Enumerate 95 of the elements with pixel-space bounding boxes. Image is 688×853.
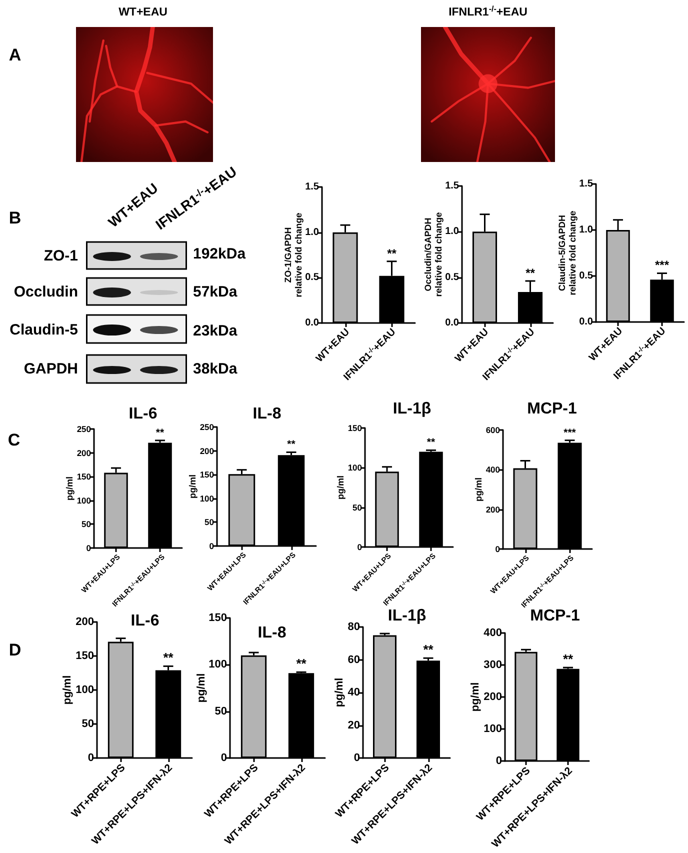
y-tick-label: 400 bbox=[486, 464, 500, 475]
y-axis-title: Occludin/GAPDH relative fold change bbox=[422, 212, 444, 297]
y-tick-label: 0 bbox=[495, 544, 500, 554]
y-tick-label: 100 bbox=[208, 658, 227, 671]
y-tick-label: 50 bbox=[82, 718, 94, 730]
y-tick-label: 200 bbox=[486, 504, 500, 514]
y-tick-label: 60 bbox=[348, 654, 360, 666]
y-tick-label: 0.5 bbox=[579, 270, 594, 282]
y-tick-label: 1.0 bbox=[445, 226, 460, 238]
y-tick-label: 1.0 bbox=[579, 224, 594, 236]
text: IFNLR1$^{-/-}$+EAU bbox=[448, 4, 528, 19]
y-tick-label: 20 bbox=[348, 719, 360, 732]
y-tick-label: 100 bbox=[484, 723, 502, 735]
annotation: ** bbox=[156, 426, 165, 439]
annotation: ** bbox=[562, 652, 574, 667]
text: D bbox=[8, 640, 22, 660]
text: A bbox=[8, 46, 22, 64]
y-axis-title: pg/ml bbox=[61, 675, 74, 705]
y-axis-title: pg/ml bbox=[64, 476, 75, 500]
y-tick-label: 50 bbox=[204, 517, 214, 528]
y-tick-label: 0 bbox=[88, 752, 94, 764]
y-tick-label: 400 bbox=[484, 627, 502, 639]
text: Claudin-5 bbox=[10, 322, 78, 338]
annotation: ** bbox=[163, 650, 174, 666]
y-tick-label: 250 bbox=[200, 422, 214, 432]
annotation: ** bbox=[426, 436, 436, 449]
y-tick-label: 300 bbox=[484, 659, 502, 671]
y-tick-label: 0.0 bbox=[445, 318, 460, 328]
y-tick-label: 100 bbox=[76, 495, 92, 506]
y-tick-label: 40 bbox=[348, 686, 360, 698]
y-tick-label: 150 bbox=[208, 612, 227, 624]
y-tick-label: 150 bbox=[200, 470, 214, 480]
y-tick-label: 250 bbox=[76, 424, 92, 434]
y-tick-label: 0.0 bbox=[305, 318, 320, 328]
annotation: ** bbox=[387, 246, 397, 260]
y-tick-label: 50 bbox=[82, 519, 92, 530]
text: 23kDa bbox=[193, 322, 238, 340]
y-tick-label: 150 bbox=[348, 423, 362, 433]
y-tick-label: 100 bbox=[200, 493, 214, 504]
y-tick-label: 0.5 bbox=[445, 272, 460, 283]
chart-title: IL-6 bbox=[128, 406, 158, 422]
y-tick-label: 0 bbox=[357, 542, 362, 552]
y-tick-label: 600 bbox=[486, 425, 500, 435]
chart-title: IL-1β bbox=[388, 608, 426, 624]
y-tick-label: 150 bbox=[76, 650, 94, 662]
y-tick-label: 100 bbox=[348, 462, 362, 473]
y-axis-title: pg/ml bbox=[469, 682, 482, 712]
annotation: *** bbox=[654, 258, 670, 272]
chart-title: MCP-1 bbox=[527, 400, 577, 418]
y-tick-label: 1.5 bbox=[305, 182, 320, 192]
y-tick-label: 0 bbox=[209, 541, 214, 551]
y-tick-label: 50 bbox=[352, 502, 362, 512]
text: 192kDa bbox=[193, 246, 246, 262]
text: B bbox=[8, 208, 22, 228]
annotation: ** bbox=[296, 656, 308, 672]
chart-title: IL-8 bbox=[258, 624, 286, 642]
text: Occludin bbox=[14, 284, 78, 300]
text: WT+EAU bbox=[118, 6, 168, 19]
chart-title: IL-1β bbox=[392, 400, 432, 418]
y-tick-label: 200 bbox=[76, 616, 94, 628]
text: ZO-1 bbox=[44, 248, 78, 264]
y-tick-label: 0 bbox=[496, 755, 502, 767]
y-tick-label: 0 bbox=[86, 543, 92, 553]
text: GAPDH bbox=[24, 360, 78, 378]
y-tick-label: 1.5 bbox=[579, 178, 594, 190]
y-tick-label: 80 bbox=[348, 621, 360, 633]
y-tick-label: 0 bbox=[354, 752, 360, 764]
y-axis-title: pg/ml bbox=[188, 474, 198, 498]
y-tick-label: 200 bbox=[484, 691, 502, 703]
annotation: ** bbox=[287, 438, 296, 451]
annotation: *** bbox=[564, 426, 577, 439]
y-axis-title: Claudin-5/GAPDH relative fold change bbox=[556, 210, 578, 296]
y-tick-label: 100 bbox=[76, 684, 94, 696]
text: 38kDa bbox=[193, 360, 238, 378]
y-tick-label: 0.0 bbox=[579, 316, 594, 328]
y-tick-label: 1.0 bbox=[305, 226, 320, 238]
y-axis-title: pg/ml bbox=[474, 478, 484, 502]
annotation: ** bbox=[423, 642, 434, 658]
y-axis-title: ZO-1/GAPDH relative fold change bbox=[282, 212, 304, 298]
annotation: ** bbox=[526, 266, 536, 280]
y-axis-title: pg/ml bbox=[195, 673, 208, 703]
y-axis-title: pg/ml bbox=[336, 476, 346, 500]
text: 57kDa bbox=[193, 284, 238, 300]
y-tick-label: 200 bbox=[200, 446, 214, 456]
y-tick-label: 50 bbox=[214, 705, 227, 718]
y-tick-label: 150 bbox=[76, 472, 92, 482]
y-tick-label: 0.5 bbox=[305, 272, 320, 284]
text: C bbox=[8, 430, 20, 450]
y-tick-label: 1.5 bbox=[445, 180, 460, 192]
y-tick-label: 0 bbox=[220, 752, 227, 764]
y-axis-title: pg/ml bbox=[333, 678, 346, 708]
y-tick-label: 200 bbox=[76, 448, 92, 458]
chart-title: MCP-1 bbox=[530, 608, 580, 624]
chart-title: IL-6 bbox=[130, 612, 160, 630]
chart-title: IL-8 bbox=[252, 406, 282, 422]
